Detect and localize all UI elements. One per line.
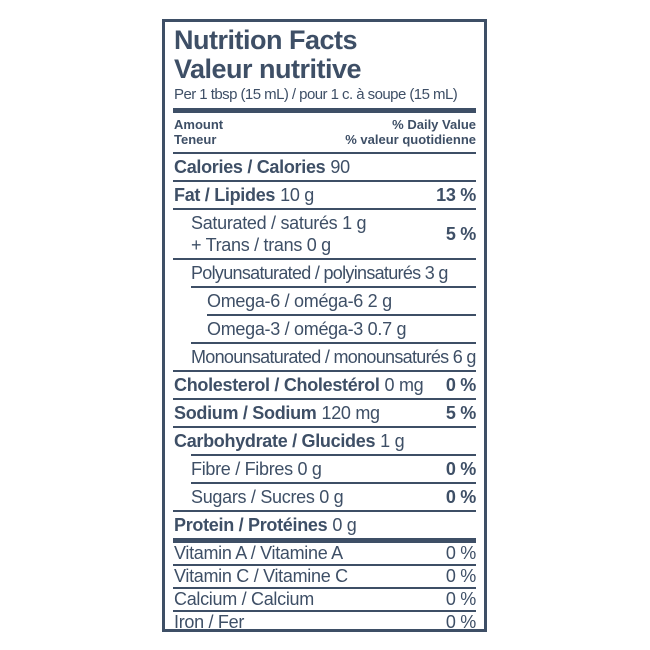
- title-english: Nutrition Facts: [174, 25, 358, 55]
- sugars-daily-value: 0 %: [445, 487, 476, 507]
- row-carbohydrate: Carbohydrate / Glucides 1 g: [172, 428, 477, 454]
- row-cholesterol: Cholesterol / Cholestérol 0 mg 0 %: [172, 372, 477, 398]
- divider: [173, 610, 476, 612]
- protein-amount: 0 g: [332, 515, 357, 535]
- amount-header-fr: Teneur: [174, 132, 217, 147]
- row-saturated-trans: Saturated / saturés 1 g + Trans / trans …: [172, 210, 477, 258]
- calcium-daily-value: 0 %: [445, 589, 476, 609]
- omega6-label: Omega-6 / oméga-6 2 g: [207, 291, 392, 311]
- daily-value-header: % Daily Value % valeur quotidienne: [345, 117, 476, 147]
- polyunsaturated-label: Polyunsaturated / polyinsaturés 3 g: [191, 263, 448, 283]
- saturated-trans-daily-value: 5 %: [445, 224, 476, 244]
- row-monounsaturated: Monounsaturated / monounsaturés 6 g: [172, 344, 477, 370]
- vitamin-c-daily-value: 0 %: [445, 566, 476, 586]
- divider-indented: [191, 286, 476, 288]
- thick-divider-top: [173, 108, 476, 113]
- thick-divider-bottom: [173, 538, 476, 543]
- row-omega3: Omega-3 / oméga-3 0.7 g: [172, 316, 477, 342]
- divider: [173, 426, 476, 428]
- saturated-line: Saturated / saturés 1 g: [191, 213, 367, 233]
- title-french: Valeur nutritive: [174, 54, 362, 84]
- row-calcium: Calcium / Calcium 0 %: [172, 589, 477, 610]
- row-polyunsaturated: Polyunsaturated / polyinsaturés 3 g: [172, 260, 477, 286]
- daily-value-header-en: % Daily Value: [392, 117, 476, 132]
- row-fat: Fat / Lipides 10 g 13 %: [172, 182, 477, 208]
- sodium-label: Sodium / Sodium 120 mg: [174, 403, 381, 423]
- vitamin-a-daily-value: 0 %: [445, 543, 476, 563]
- amount-header-en: Amount: [174, 117, 224, 132]
- sugars-label: Sugars / Sucres 0 g: [191, 487, 344, 507]
- protein-label: Protein / Protéines 0 g: [174, 515, 357, 535]
- fat-daily-value: 13 %: [436, 185, 476, 205]
- fibre-daily-value: 0 %: [445, 459, 476, 479]
- daily-value-header-fr: % valeur quotidienne: [345, 132, 476, 147]
- divider: [173, 180, 476, 182]
- divider: [173, 152, 476, 154]
- omega3-label: Omega-3 / oméga-3 0.7 g: [207, 319, 407, 339]
- row-sugars: Sugars / Sucres 0 g 0 %: [172, 484, 477, 510]
- row-vitamin-a: Vitamin A / Vitamine A 0 %: [172, 543, 477, 564]
- vitamin-a-label: Vitamin A / Vitamine A: [174, 543, 343, 563]
- column-header: Amount Teneur % Daily Value % valeur quo…: [172, 113, 477, 152]
- vitamin-c-label: Vitamin C / Vitamine C: [174, 566, 348, 586]
- cholesterol-amount: 0 mg: [384, 375, 424, 395]
- row-calories: Calories / Calories 90: [172, 154, 477, 180]
- row-sodium: Sodium / Sodium 120 mg 5 %: [172, 400, 477, 426]
- trans-line: + Trans / trans 0 g: [191, 235, 331, 255]
- cholesterol-daily-value: 0 %: [445, 375, 476, 395]
- row-iron: Iron / Fer 0 %: [172, 612, 477, 632]
- divider: [173, 208, 476, 210]
- calories-value: 90: [330, 157, 350, 177]
- carbohydrate-label: Carbohydrate / Glucides 1 g: [174, 431, 405, 451]
- divider: [173, 510, 476, 512]
- calcium-label: Calcium / Calcium: [174, 589, 314, 609]
- row-omega6: Omega-6 / oméga-6 2 g: [172, 288, 477, 314]
- fibre-label: Fibre / Fibres 0 g: [191, 459, 322, 479]
- cholesterol-label: Cholesterol / Cholestérol 0 mg: [174, 375, 424, 395]
- divider: [173, 587, 476, 589]
- divider: [173, 398, 476, 400]
- divider-indented: [191, 454, 476, 456]
- carbohydrate-amount: 1 g: [380, 431, 405, 451]
- fat-label: Fat / Lipides 10 g: [174, 185, 314, 205]
- row-vitamin-c: Vitamin C / Vitamine C 0 %: [172, 566, 477, 587]
- divider: [173, 564, 476, 566]
- sodium-amount: 120 mg: [321, 403, 381, 423]
- fat-amount: 10 g: [280, 185, 314, 205]
- amount-header: Amount Teneur: [174, 117, 223, 147]
- row-protein: Protein / Protéines 0 g: [172, 512, 477, 538]
- iron-label: Iron / Fer: [174, 612, 245, 632]
- saturated-trans-label: Saturated / saturés 1 g + Trans / trans …: [191, 212, 367, 256]
- calories-label: Calories / Calories 90: [174, 157, 350, 177]
- nutrition-facts-label: Nutrition Facts Valeur nutritive Per 1 t…: [162, 19, 487, 632]
- serving-size-line: Per 1 tbsp (15 mL) / pour 1 c. à soupe (…: [174, 86, 458, 103]
- iron-daily-value: 0 %: [445, 612, 476, 632]
- row-fibre: Fibre / Fibres 0 g 0 %: [172, 456, 477, 482]
- divider-indented: [191, 482, 476, 484]
- monounsaturated-label: Monounsaturated / monounsaturés 6 g: [191, 347, 476, 367]
- divider: [173, 370, 476, 372]
- divider-indented: [191, 342, 476, 344]
- sodium-daily-value: 5 %: [445, 403, 476, 423]
- divider: [173, 258, 476, 260]
- divider-indented: [207, 314, 476, 316]
